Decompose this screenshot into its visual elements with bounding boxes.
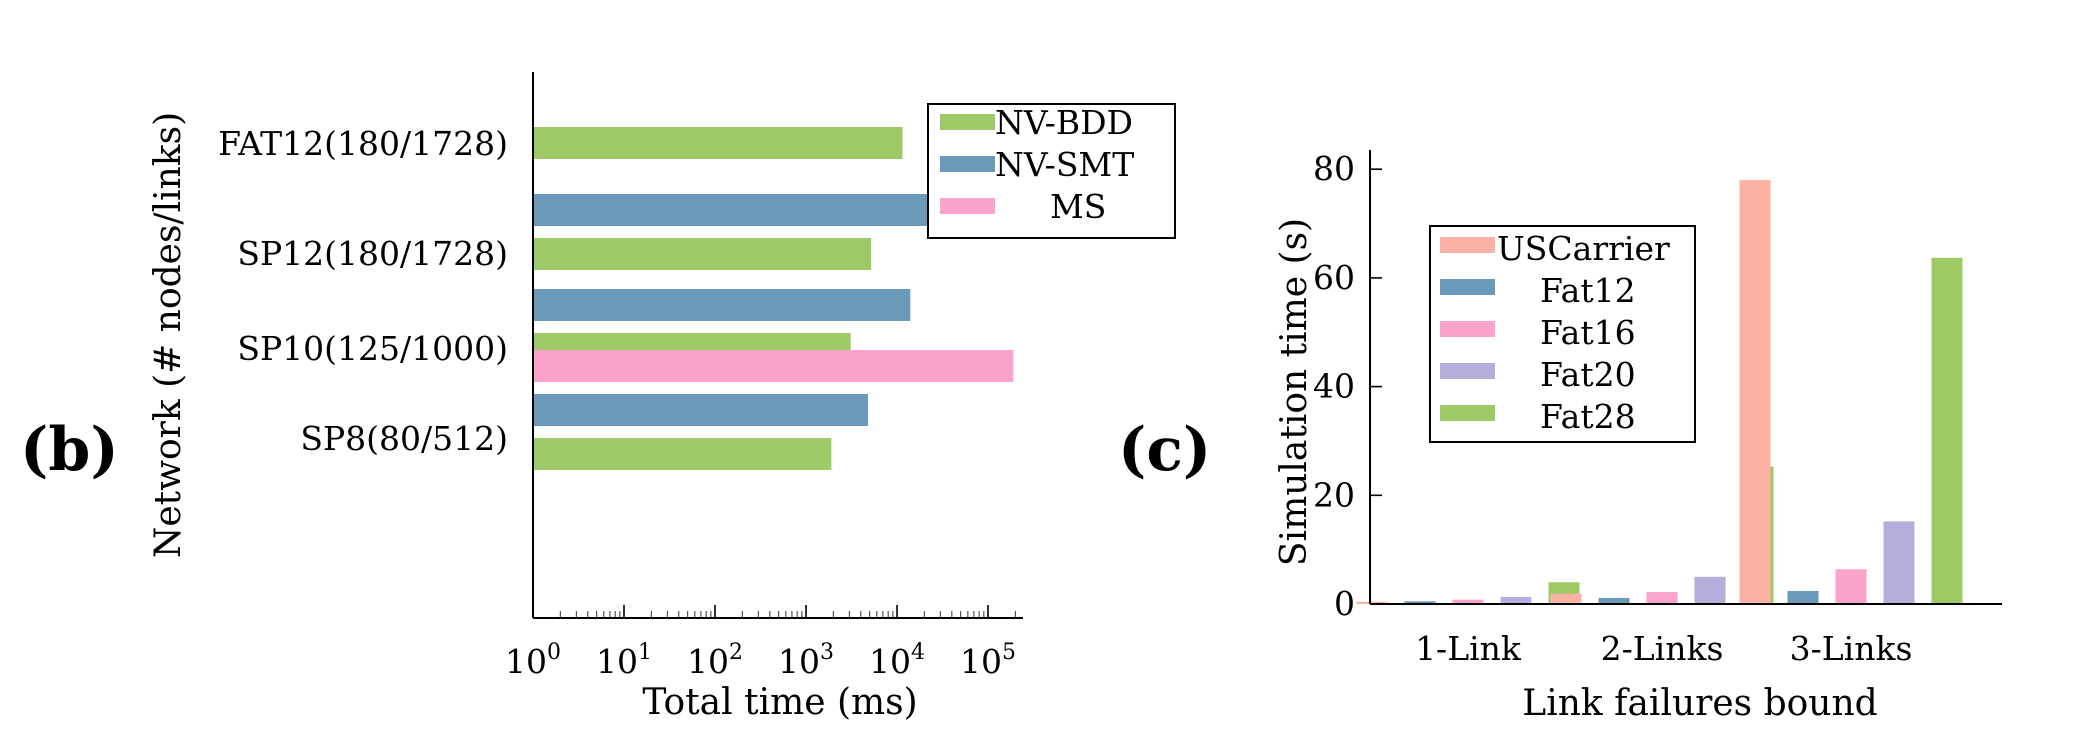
- legend-swatch-fat12: [1440, 279, 1495, 295]
- bar-uscarrier-1-link: [1356, 601, 1388, 604]
- category-label-sp12-180-1728: SP12(180/1728): [237, 234, 508, 273]
- bar-fat16-2-links: [1646, 592, 1678, 604]
- bar-nv-smt-sp8-80-512: [533, 394, 868, 426]
- legend-label-ms: MS: [1050, 187, 1106, 226]
- panel-label-b: (b): [20, 415, 119, 485]
- chart-c-y-tick-label: 80: [1313, 149, 1355, 188]
- legend-label-nv-smt: NV-SMT: [995, 145, 1134, 184]
- chart-b-x-tick-label: 105: [960, 640, 1016, 681]
- chart-c-legend: USCarrier Fat12 Fat16 Fat20 Fat28: [1429, 225, 1696, 443]
- category-label-sp8-80-512: SP8(80/512): [300, 419, 508, 458]
- chart-b-x-tick-label: 101: [596, 640, 652, 681]
- bar-fat28-3-links: [1931, 257, 1963, 604]
- bar-fat12-1-link: [1404, 601, 1436, 604]
- bar-nv-bdd-fat12-180-1728: [533, 127, 903, 159]
- legend-label-fat12: Fat12: [1540, 271, 1636, 310]
- category-label-3-links: 3-Links: [1790, 629, 1913, 668]
- chart-b-x-tick-label: 103: [778, 640, 834, 681]
- bar-nv-bdd-sp8-80-512: [533, 438, 832, 470]
- chart-b-legend: NV-BDD NV-SMT MS: [927, 103, 1176, 239]
- chart-b: (b) Network (# nodes/links) Total time (…: [20, 72, 1176, 723]
- legend-swatch-fat16: [1440, 321, 1495, 337]
- bar-fat12-3-links: [1787, 590, 1819, 604]
- bar-fat20-3-links: [1883, 521, 1915, 604]
- chart-c: (c) Simulation time (s) Link failures bo…: [1118, 149, 2002, 724]
- category-label-1-link: 1-Link: [1415, 629, 1522, 668]
- legend-swatch-fat28: [1440, 405, 1495, 421]
- legend-label-fat20: Fat20: [1540, 355, 1636, 394]
- chart-c-y-axis-label: Simulation time (s): [1274, 218, 1315, 566]
- chart-c-x-axis-label: Link failures bound: [1522, 683, 1877, 724]
- bar-nv-smt-sp12-180-1728: [533, 194, 1006, 226]
- legend-label-fat16: Fat16: [1540, 313, 1636, 352]
- chart-b-x-axis-label: Total time (ms): [642, 682, 917, 723]
- bar-nv-smt-sp10-125-1000: [533, 289, 911, 321]
- legend-swatch-fat20: [1440, 363, 1495, 379]
- chart-b-x-tick-label: 104: [869, 640, 925, 681]
- legend-label-uscarrier: USCarrier: [1497, 229, 1670, 268]
- bar-nv-bdd-sp12-180-1728: [533, 238, 872, 270]
- bar-fat20-1-link: [1500, 596, 1532, 604]
- bar-uscarrier-3-links: [1739, 180, 1771, 604]
- legend-swatch-nv-smt: [940, 156, 995, 172]
- category-label-fat12-180-1728: FAT12(180/1728): [218, 124, 508, 163]
- legend-label-fat28: Fat28: [1540, 397, 1636, 436]
- legend-label-nv-bdd: NV-BDD: [995, 103, 1133, 142]
- chart-c-y-tick-label: 0: [1334, 584, 1355, 623]
- category-label-2-links: 2-Links: [1601, 629, 1724, 668]
- chart-c-y-tick-label: 20: [1313, 475, 1355, 514]
- bar-ms-sp8-80-512: [533, 350, 1014, 382]
- chart-b-x-tick-label: 102: [687, 640, 743, 681]
- chart-b-y-axis-label: Network (# nodes/links): [148, 112, 189, 558]
- panel-label-c: (c): [1118, 415, 1211, 485]
- legend-swatch-ms: [940, 198, 995, 214]
- chart-c-y-tick-label: 40: [1313, 367, 1355, 406]
- bar-fat16-3-links: [1835, 569, 1867, 604]
- legend-swatch-uscarrier: [1440, 237, 1495, 253]
- chart-b-x-tick-label: 100: [505, 640, 561, 681]
- chart-c-y-tick-label: 60: [1313, 258, 1355, 297]
- category-label-sp10-125-1000: SP10(125/1000): [237, 329, 508, 368]
- legend-swatch-nv-bdd: [940, 114, 995, 130]
- bar-fat20-2-links: [1694, 576, 1726, 604]
- bar-fat16-1-link: [1452, 599, 1484, 604]
- bar-uscarrier-2-links: [1550, 593, 1582, 604]
- bar-fat12-2-links: [1598, 598, 1630, 604]
